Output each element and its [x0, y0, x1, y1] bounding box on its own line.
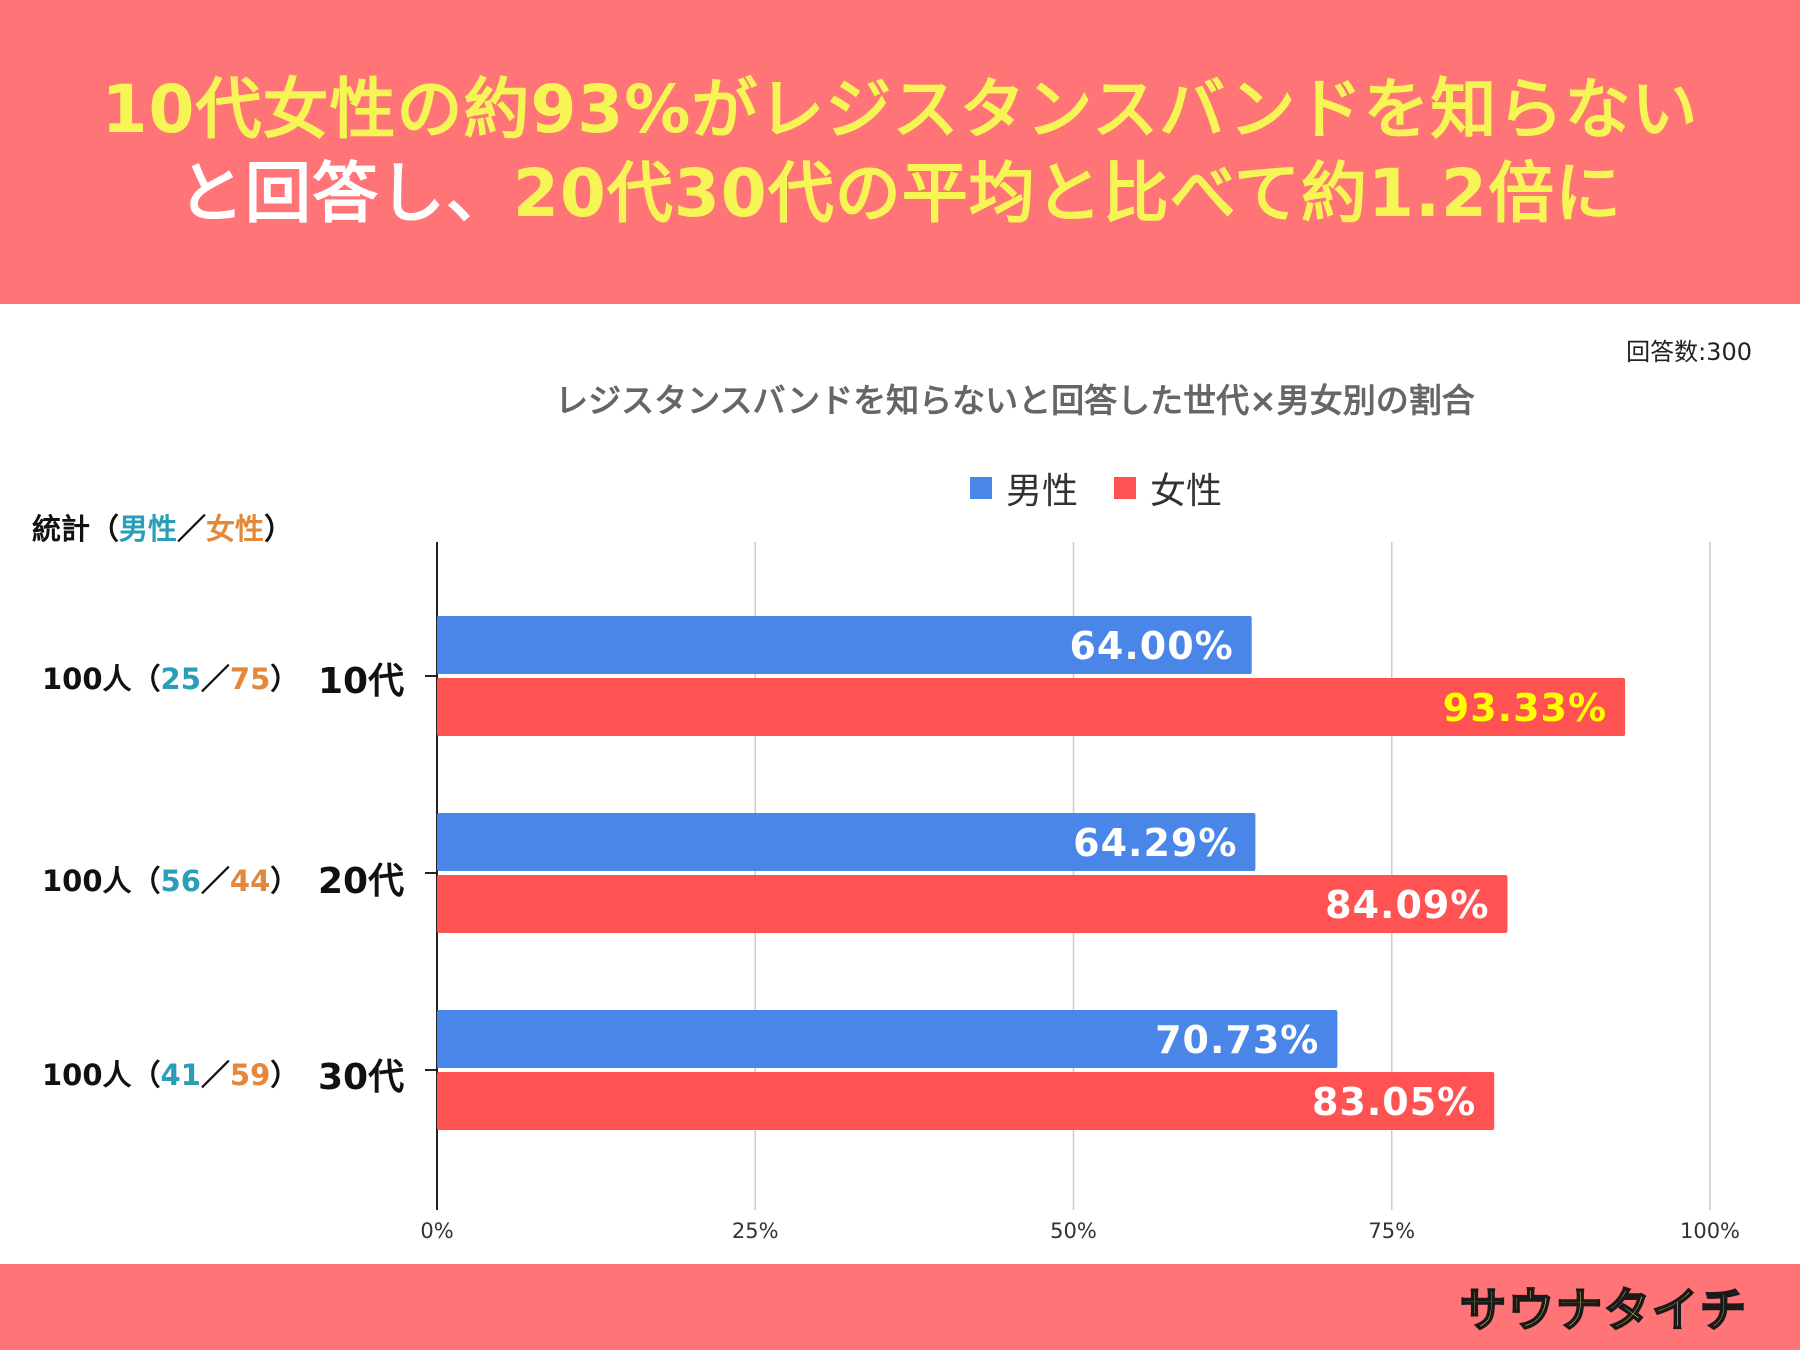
bar-value-label: 70.73%	[1155, 1018, 1319, 1062]
bar-female	[437, 678, 1626, 736]
bar-female	[437, 1072, 1495, 1130]
stat-male-count: 41	[160, 1058, 201, 1092]
stat-female-count: 75	[229, 662, 271, 696]
chart-title: レジスタンスバンドを知らないと回答した世代×男女別の割合	[0, 374, 1800, 422]
stats-title: 統計（男性／女性）	[32, 506, 293, 548]
footer-banner	[0, 1264, 1800, 1350]
bar-value-label: 93.33%	[1443, 686, 1607, 730]
stat-end: ）	[270, 662, 300, 696]
stat-male-count: 25	[160, 662, 201, 696]
stat-row-30s: 100人（41／59）	[42, 1052, 299, 1094]
bar-value-label: 64.29%	[1073, 821, 1237, 865]
stat-row-20s: 100人（56／44）	[42, 858, 299, 900]
stat-total: 100人（	[42, 1058, 161, 1092]
bar-female	[437, 875, 1508, 933]
legend-item-female: 女性	[1114, 462, 1222, 514]
headline-line-2-yellow: 20代30代の平均と比べて約1.2倍に	[513, 155, 1622, 232]
legend-label-male: 男性	[1006, 471, 1079, 512]
bar-value-label: 84.09%	[1325, 883, 1489, 927]
legend-swatch-male	[970, 477, 992, 499]
stat-sep: ／	[200, 864, 230, 898]
brand-logo: サウナタイチ	[1459, 1282, 1748, 1338]
stat-sep: ／	[200, 1058, 230, 1092]
x-tick-label: 25%	[732, 1219, 779, 1243]
category-label-30s: 30代	[318, 1057, 405, 1098]
bar-value-label: 64.00%	[1069, 624, 1233, 668]
stat-sep: ／	[200, 662, 230, 696]
stats-title-separator: ／	[177, 512, 207, 546]
stats-title-male: 男性	[119, 512, 178, 546]
bar-value-label: 83.05%	[1312, 1080, 1476, 1124]
legend-label-female: 女性	[1150, 471, 1223, 512]
stat-male-count: 56	[160, 864, 201, 898]
stat-total: 100人（	[42, 662, 161, 696]
category-label-10s: 10代	[318, 661, 405, 702]
x-tick-label: 100%	[1680, 1219, 1740, 1243]
stat-female-count: 44	[229, 864, 271, 898]
legend-item-male: 男性	[970, 462, 1078, 514]
stat-end: ）	[270, 1058, 300, 1092]
chart-title-text: レジスタンスバンドを知らないと回答した世代×男女別の割合	[555, 381, 1475, 420]
stat-end: ）	[270, 864, 300, 898]
headline-line-1: 10代女性の約93%がレジスタンスバンドを知らない	[101, 71, 1699, 148]
sample-size-note: 回答数:300	[1626, 338, 1752, 366]
stat-total: 100人（	[42, 864, 161, 898]
stats-title-prefix: 統計（	[32, 512, 120, 546]
stat-row-10s: 100人（25／75）	[42, 656, 299, 698]
chart-legend: 男性 女性	[970, 464, 1258, 512]
category-label-20s: 20代	[318, 861, 405, 902]
headline-line-2: と回答し、20代30代の平均と比べて約1.2倍に	[178, 152, 1622, 236]
x-tick-label: 0%	[420, 1219, 453, 1243]
stats-title-suffix: ）	[264, 512, 294, 546]
headline-line-2-white: と回答し、	[178, 155, 513, 232]
header-banner: 10代女性の約93%がレジスタンスバンドを知らない と回答し、20代30代の平均…	[0, 0, 1800, 304]
legend-swatch-female	[1114, 477, 1137, 499]
bar-male	[437, 1010, 1338, 1068]
x-tick-label: 50%	[1050, 1219, 1097, 1243]
stats-title-female: 女性	[206, 512, 265, 546]
x-tick-label: 75%	[1368, 1219, 1415, 1243]
bar-male	[437, 813, 1256, 871]
bar-chart: 0% 25% 50% 75% 100% 64.00% 93.33% 64.29% 84.09% 7…	[420, 542, 1740, 1243]
bar-male	[437, 616, 1252, 674]
stat-female-count: 59	[229, 1058, 271, 1092]
